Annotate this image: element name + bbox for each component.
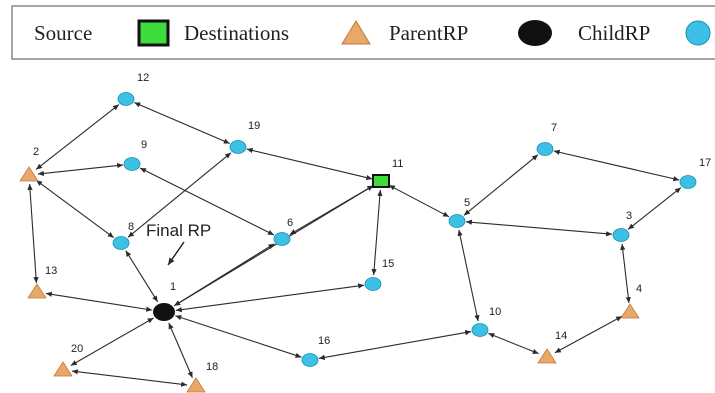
node-1-ellipse-icon (153, 303, 175, 321)
edges-layer (27, 102, 682, 387)
legend-symbol-destination-icon (137, 19, 170, 47)
node-19: 19 (229, 120, 260, 154)
node-12-circle-icon (117, 92, 135, 106)
node-9-circle-icon (123, 157, 141, 171)
edge-8-1 (125, 250, 159, 303)
node-13-triangle-icon (27, 283, 47, 299)
legend-label-parentrp: ParentRP (389, 21, 468, 45)
node-9-label: 9 (141, 139, 147, 151)
node-6: 6 (273, 217, 293, 246)
node-1-label: 1 (170, 281, 176, 293)
node-20-label: 20 (71, 343, 83, 355)
node-16-label: 16 (318, 335, 330, 347)
node-19-circle-icon (229, 140, 247, 154)
edge-17-3 (627, 187, 682, 230)
node-2-triangle-icon (19, 166, 39, 182)
edge-19-11 (246, 147, 373, 181)
node-13-label: 13 (45, 265, 57, 277)
edge-14-10 (488, 332, 539, 355)
node-6-circle-icon (273, 232, 291, 246)
node-11-square-icon (372, 174, 390, 188)
node-15: 15 (364, 258, 394, 291)
node-8: 8 (112, 221, 134, 250)
legend: Source Destinations ParentRP ChildRP (11, 5, 715, 60)
legend-symbol-childrp-icon (518, 20, 552, 46)
node-15-label: 15 (382, 258, 394, 270)
edge-13-1 (45, 291, 153, 312)
legend-symbol-node-icon (685, 20, 711, 46)
edge-11-5 (388, 184, 450, 218)
node-5-label: 5 (464, 197, 470, 209)
node-5: 5 (448, 197, 470, 228)
node-15-circle-icon (364, 277, 382, 291)
node-4-label: 4 (636, 283, 642, 295)
node-20: 20 (53, 343, 83, 377)
node-18-label: 18 (206, 361, 218, 373)
node-12: 12 (117, 72, 149, 106)
node-18: 18 (186, 361, 218, 393)
edge-2-8 (35, 179, 115, 239)
node-2: 2 (19, 146, 39, 182)
node-11: 11 (372, 158, 403, 188)
edge-2-13 (27, 183, 39, 284)
edge-12-19 (134, 102, 230, 144)
node-7: 7 (536, 122, 557, 156)
node-2-label: 2 (33, 146, 39, 158)
edge-10-16 (318, 329, 472, 361)
edge-1-18 (168, 322, 193, 378)
edge-4-14 (554, 315, 623, 354)
node-14-triangle-icon (537, 348, 557, 364)
node-17-label: 17 (699, 157, 711, 169)
node-14: 14 (537, 330, 567, 364)
edge-1-15 (175, 283, 365, 313)
node-16: 16 (301, 335, 330, 367)
node-10-label: 10 (489, 306, 501, 318)
node-8-circle-icon (112, 236, 130, 250)
edge-2-12 (35, 104, 120, 170)
node-11-label: 11 (392, 158, 403, 170)
node-3-circle-icon (612, 228, 630, 242)
node-17-circle-icon (679, 175, 697, 189)
legend-label-destinations: Destinations (184, 21, 289, 45)
edge-10-5 (457, 229, 480, 322)
node-10-circle-icon (471, 323, 489, 337)
node-8-label: 8 (128, 221, 134, 233)
node-7-label: 7 (551, 122, 557, 134)
node-3-label: 3 (626, 210, 632, 222)
node-3: 3 (612, 210, 632, 242)
node-5-circle-icon (448, 214, 466, 228)
edge-3-4 (620, 243, 631, 304)
node-16-circle-icon (301, 353, 319, 367)
final-rp-callout: Final RP (146, 221, 211, 266)
node-12-label: 12 (137, 72, 149, 84)
edge-5-7 (463, 154, 539, 216)
edge-5-3 (465, 219, 613, 237)
edge-20-18 (71, 369, 188, 387)
legend-symbol-parentrp-icon (341, 20, 371, 45)
node-18-triangle-icon (186, 377, 206, 393)
edge-7-17 (553, 149, 680, 182)
node-7-circle-icon (536, 142, 554, 156)
legend-label-source: Source (34, 21, 92, 45)
edge-2-9 (37, 162, 124, 177)
node-20-triangle-icon (53, 361, 73, 377)
node-4: 4 (620, 283, 642, 319)
final-rp-label: Final RP (146, 221, 211, 240)
node-19-label: 19 (248, 120, 260, 132)
node-6-label: 6 (287, 217, 293, 229)
edge-15-11 (371, 189, 383, 276)
node-14-label: 14 (555, 330, 567, 342)
node-1: 1 (153, 281, 176, 321)
node-10: 10 (471, 306, 501, 337)
node-13: 13 (27, 265, 57, 299)
node-4-triangle-icon (620, 303, 640, 319)
edge-1-16 (175, 315, 302, 358)
edge-1-20 (70, 317, 154, 366)
final-rp-arrow (167, 241, 185, 266)
legend-label-childrp: ChildRP (578, 21, 650, 45)
node-9: 9 (123, 139, 147, 171)
node-17: 17 (679, 157, 711, 189)
